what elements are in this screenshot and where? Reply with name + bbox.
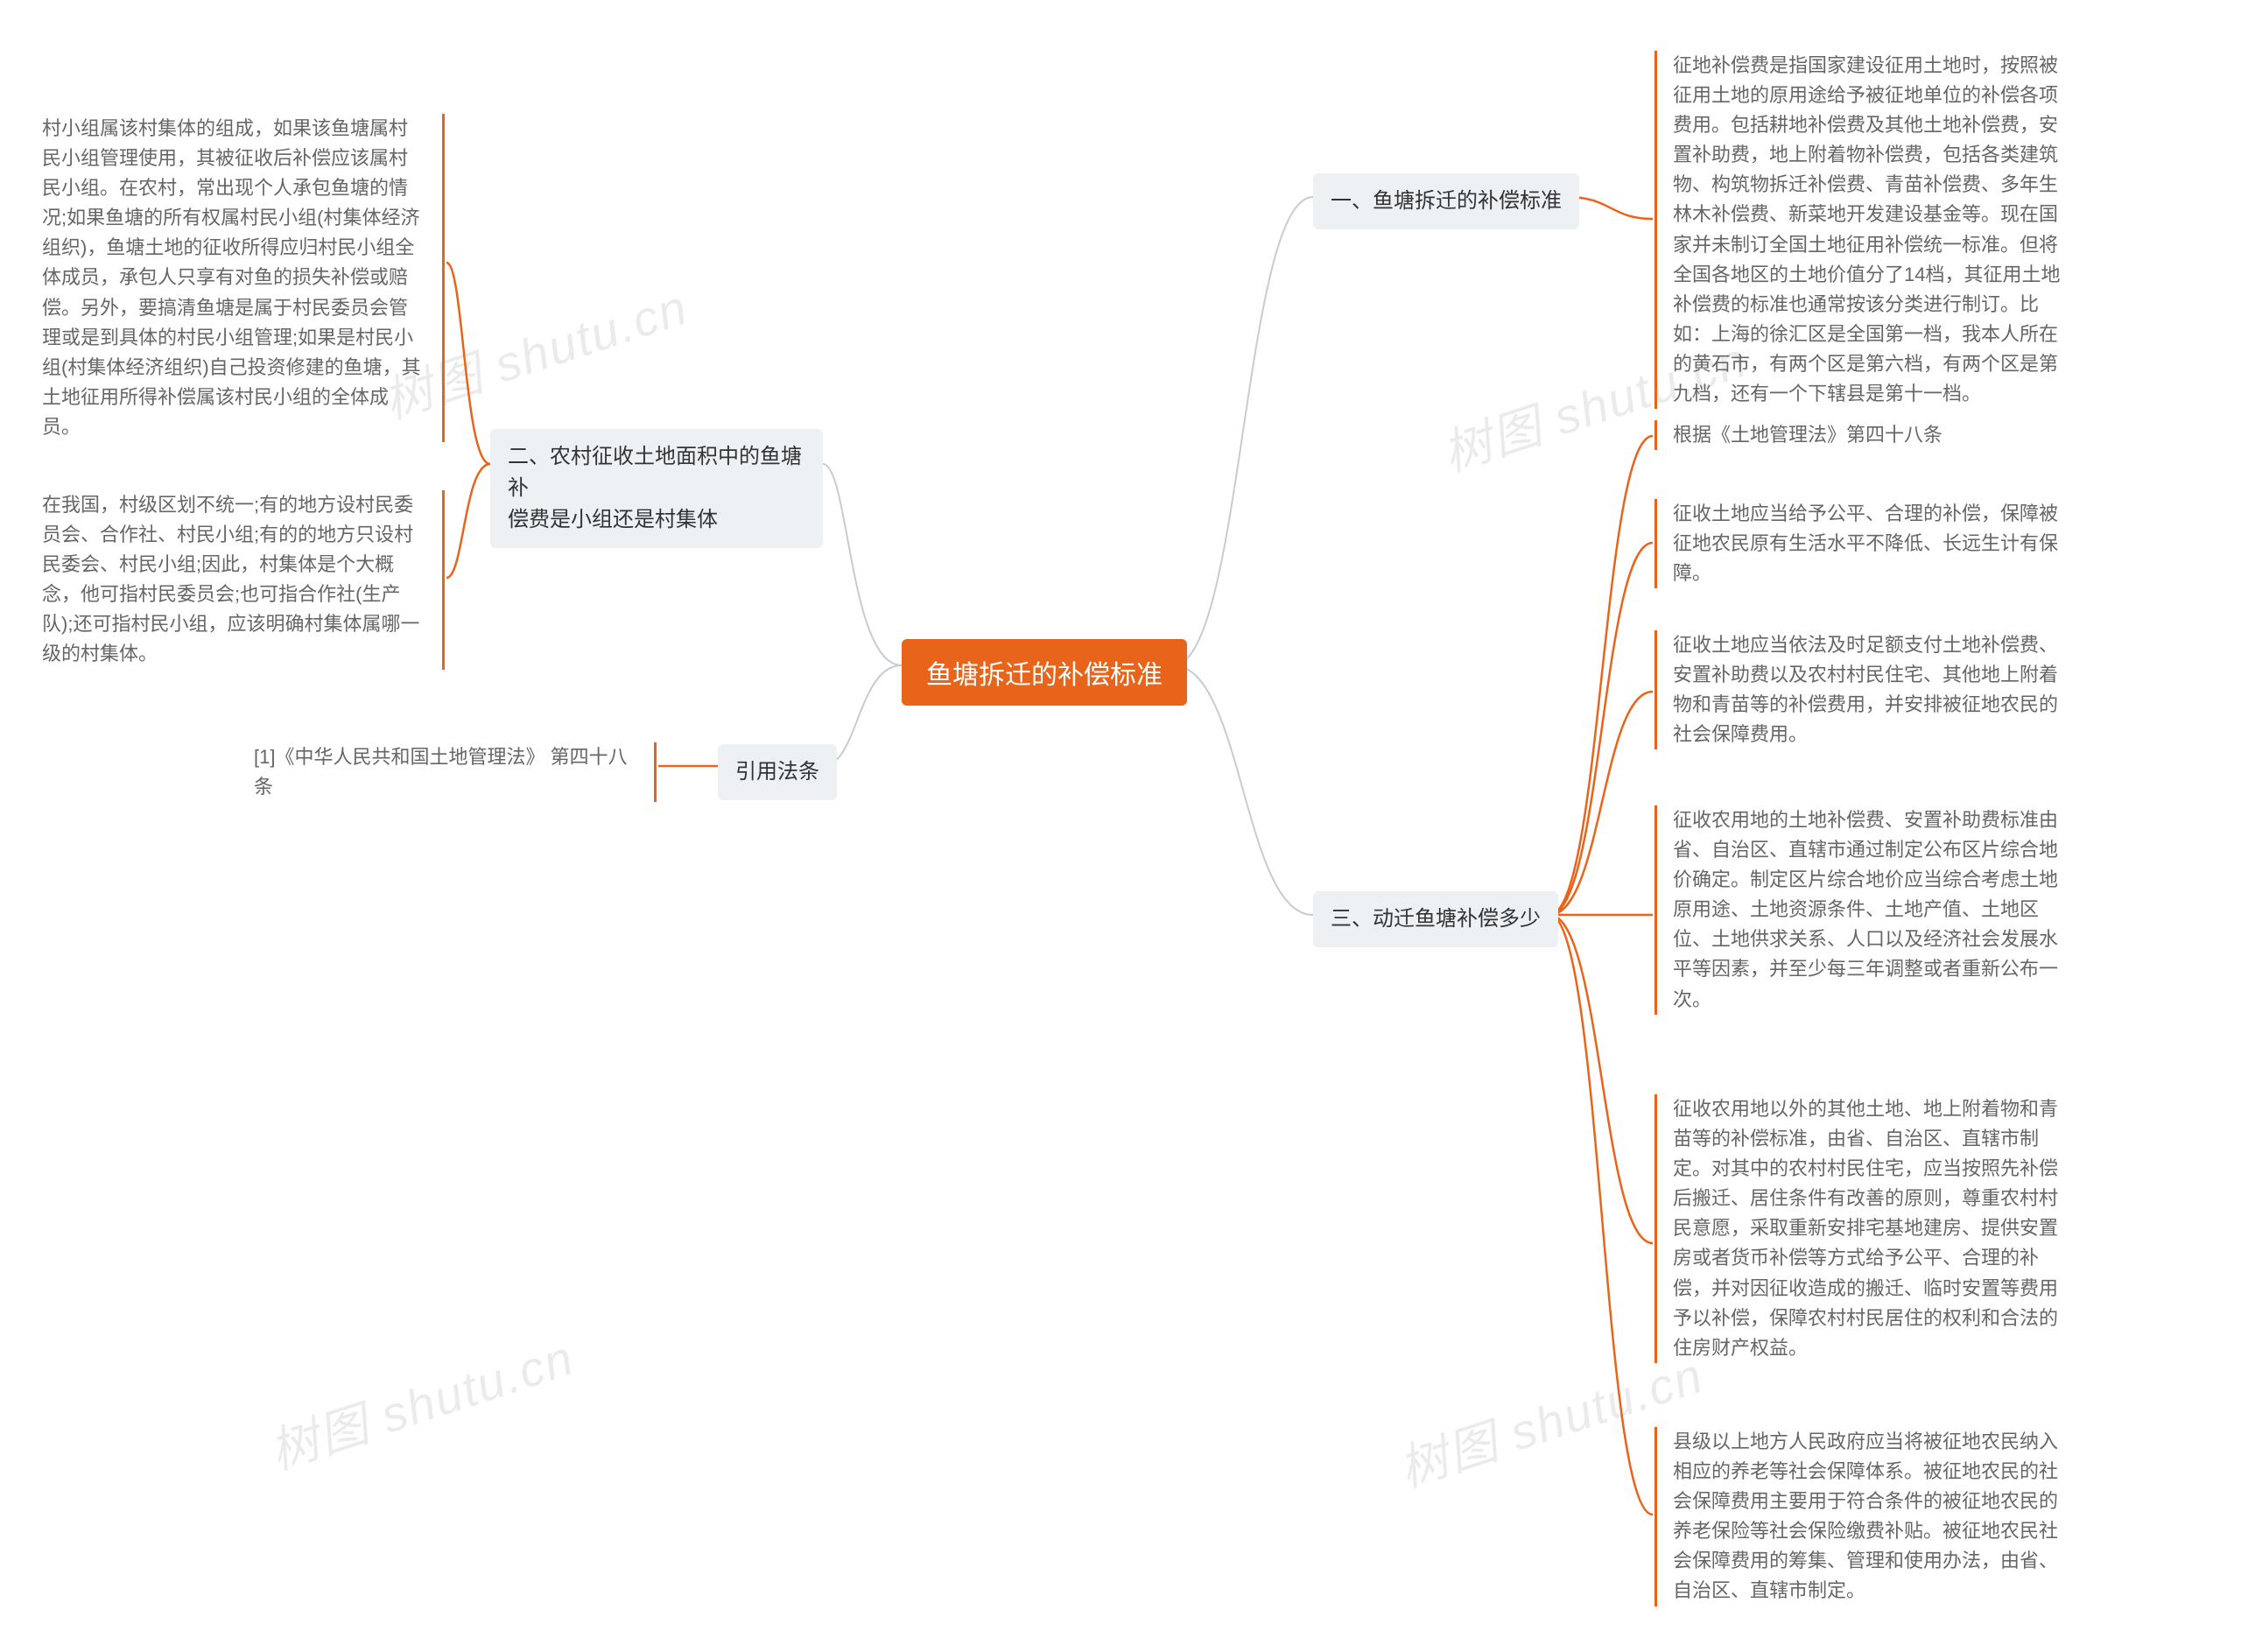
branch-line2: 偿费是小组还是村集体 bbox=[508, 508, 718, 531]
leaf-r3e: 征收农用地以外的其他土地、地上附着物和青苗等的补偿标准，由省、自治区、直辖市制定… bbox=[1654, 1094, 2066, 1363]
leaf-r3a: 根据《土地管理法》第四十八条 bbox=[1654, 420, 2066, 450]
leaf-law: [1]《中华人民共和国土地管理法》 第四十八条 bbox=[254, 742, 657, 802]
branch-cited-law[interactable]: 引用法条 bbox=[718, 744, 837, 800]
leaf-r3b: 征收土地应当给予公平、合理的补偿，保障被征地农民原有生活水平不降低、长远生计有保… bbox=[1654, 499, 2066, 588]
watermark: 树图 shutu.cn bbox=[259, 1318, 582, 1484]
branch-group-or-collective[interactable]: 二、农村征收土地面积中的鱼塘补 偿费是小组还是村集体 bbox=[490, 429, 823, 548]
branch-line1: 二、农村征收土地面积中的鱼塘补 bbox=[508, 445, 802, 500]
mindmap-canvas: 树图 shutu.cn 树图 shutu.cn 树图 shutu.cn 树图 s… bbox=[0, 0, 2241, 1652]
leaf-l2a: 村小组属该村集体的组成，如果该鱼塘属村民小组管理使用，其被征收后补偿应该属村民小… bbox=[42, 114, 445, 442]
branch-compensation-standard[interactable]: 一、鱼塘拆迁的补偿标准 bbox=[1313, 173, 1579, 229]
leaf-r3d: 征收农用地的土地补偿费、安置补助费标准由省、自治区、直辖市通过制定公布区片综合地… bbox=[1654, 805, 2066, 1015]
leaf-r3f: 县级以上地方人民政府应当将被征地农民纳入相应的养老等社会保障体系。被征地农民的社… bbox=[1654, 1427, 2066, 1606]
branch-relocation-amount[interactable]: 三、动迁鱼塘补偿多少 bbox=[1313, 891, 1558, 947]
leaf-r1: 征地补偿费是指国家建设征用土地时，按照被征用土地的原用途给予被征地单位的补偿各项… bbox=[1654, 51, 2066, 409]
leaf-l2b: 在我国，村级区划不统一;有的地方设村民委员会、合作社、村民小组;有的的地方只设村… bbox=[42, 490, 445, 670]
center-topic[interactable]: 鱼塘拆迁的补偿标准 bbox=[902, 639, 1187, 706]
leaf-r3c: 征收土地应当依法及时足额支付土地补偿费、安置补助费以及农村村民住宅、其他地上附着… bbox=[1654, 630, 2066, 749]
